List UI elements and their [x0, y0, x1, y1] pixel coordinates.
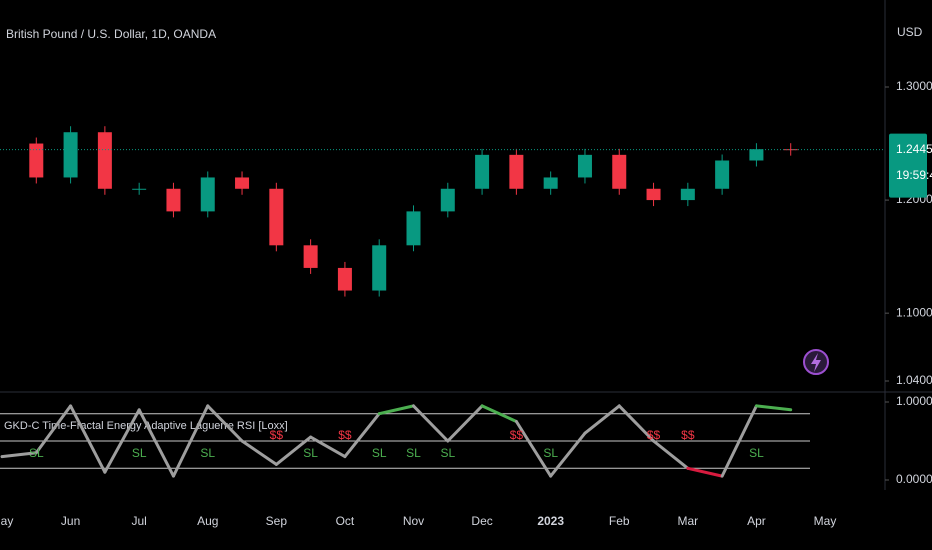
x-tick-label: Mar [677, 514, 698, 528]
indicator-segment [412, 404, 450, 443]
candle [235, 177, 250, 189]
indicator-segment [754, 404, 793, 412]
countdown: 19:59:44 [896, 168, 932, 182]
signal-label: SL [29, 446, 44, 460]
x-tick-label: Jun [61, 514, 80, 528]
candle [680, 188, 695, 201]
indicator-segment [206, 404, 244, 443]
axis-unit: USD [897, 25, 923, 39]
signal-label: $$ [681, 428, 695, 442]
candle [372, 245, 387, 291]
y-tick-label: 1.04000 [896, 373, 932, 387]
indicator-segment [720, 404, 758, 478]
candle [269, 188, 284, 246]
candle [132, 188, 147, 190]
signal-label: SL [406, 446, 421, 460]
indicator-segment [480, 404, 518, 423]
signal-label: $$ [647, 428, 661, 442]
lightning [811, 353, 821, 372]
signal-label: SL [132, 446, 147, 460]
x-tick-label: Feb [609, 514, 630, 528]
indicator-segment [103, 408, 141, 474]
x-tick-label: Nov [403, 514, 424, 528]
indicator-segment [377, 404, 415, 416]
candle [200, 177, 215, 212]
candle [29, 143, 44, 178]
x-tick-label: Sep [266, 514, 288, 528]
candle [440, 188, 455, 212]
indicator-segment [137, 408, 175, 478]
candle [475, 154, 490, 189]
candle [509, 154, 524, 189]
candle [715, 160, 730, 189]
indicator-segment [583, 404, 621, 435]
signal-label: SL [303, 446, 318, 460]
candle [646, 188, 661, 201]
candle [783, 149, 798, 151]
x-tick-label: Jul [131, 514, 146, 528]
x-tick-label: 2023 [537, 514, 564, 528]
last-price-label: 1.24457 [896, 142, 932, 156]
x-tick-label: May [0, 514, 13, 528]
indicator-segment [446, 404, 484, 443]
signal-label: SL [372, 446, 387, 460]
candle [63, 132, 78, 178]
signal-label: $$ [270, 428, 284, 442]
indicator-segment [514, 420, 553, 478]
indicator-segment [309, 435, 347, 459]
indicator-segment [652, 439, 690, 470]
indicator-segment [686, 466, 724, 478]
x-tick-label: Apr [747, 514, 766, 528]
x-tick-label: Aug [197, 514, 218, 528]
candle [303, 245, 318, 268]
signal-label: $$ [338, 428, 352, 442]
y-tick-label: 0.00000 [896, 472, 932, 486]
candle [749, 149, 764, 161]
x-tick-label: May [814, 514, 837, 528]
indicator-segment [274, 435, 313, 466]
candle [97, 132, 112, 189]
indicator-segment [34, 404, 73, 455]
signal-label: SL [200, 446, 215, 460]
signal-label: SL [440, 446, 455, 460]
candle [543, 177, 558, 189]
indicator-segment [69, 404, 107, 474]
indicator-segment [549, 431, 587, 478]
chart-title: British Pound / U.S. Dollar, 1D, OANDA [6, 27, 216, 41]
candle [166, 188, 181, 212]
indicator-segment [617, 404, 656, 443]
indicator-segment [240, 439, 278, 466]
price-badge [889, 133, 927, 198]
indicator-segment [171, 404, 210, 478]
x-tick-label: Dec [471, 514, 492, 528]
signal-label: SL [543, 446, 558, 460]
y-tick-label: 1.00000 [896, 394, 932, 408]
y-tick-label: 1.10000 [896, 305, 932, 319]
indicator-segment [343, 412, 381, 459]
candle [337, 267, 352, 291]
x-tick-label: Oct [336, 514, 355, 528]
candle [406, 211, 421, 246]
y-tick-label: 1.30000 [896, 79, 932, 93]
candle [612, 154, 627, 189]
signal-label: $$ [510, 428, 524, 442]
indicator-segment [0, 451, 38, 459]
signal-label: SL [749, 446, 764, 460]
candle [577, 154, 592, 178]
